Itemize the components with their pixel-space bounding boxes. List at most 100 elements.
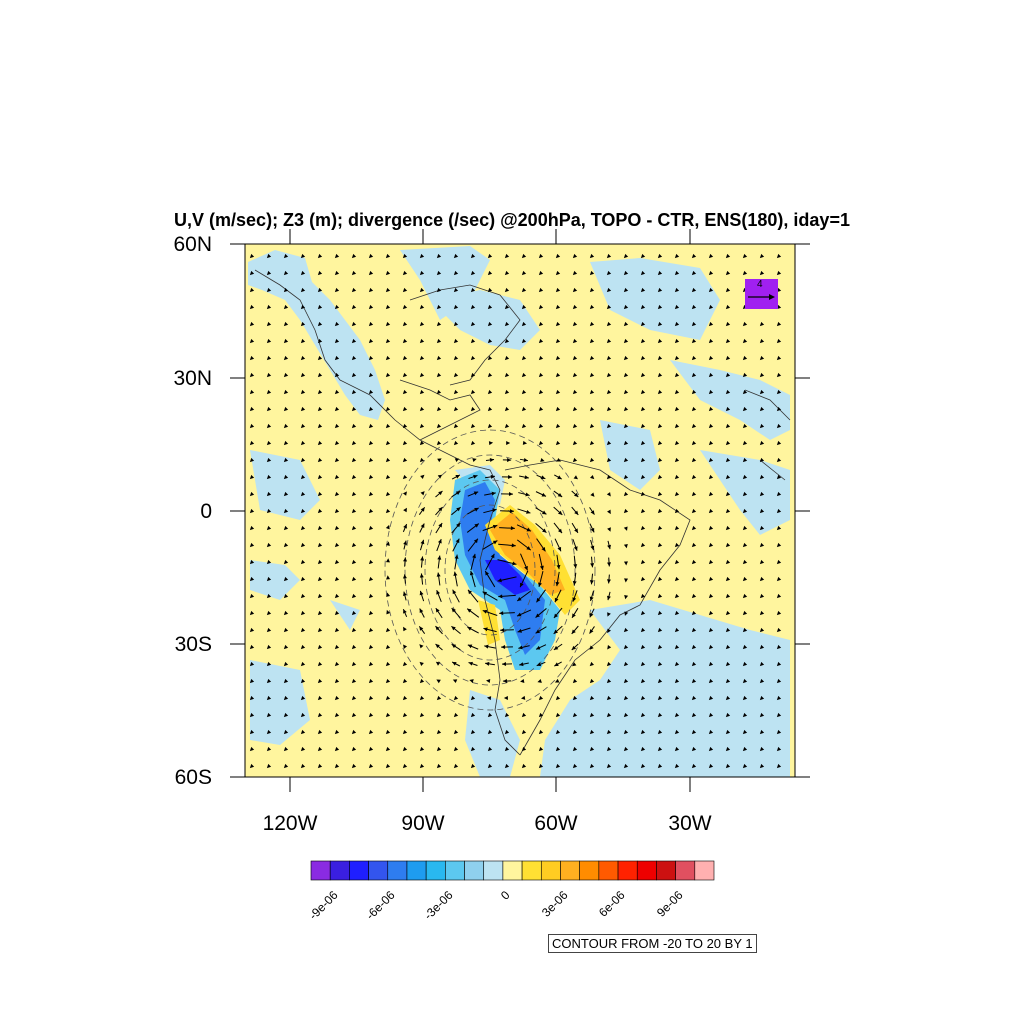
wind-vector [606, 579, 611, 584]
wind-vector [419, 372, 425, 378]
wind-vector [657, 270, 663, 276]
wind-vector [674, 593, 680, 599]
wind-vector [759, 355, 765, 361]
wind-vector [539, 565, 544, 570]
wind-vector [385, 406, 391, 412]
wind-vector [385, 355, 391, 361]
wind-vector [725, 372, 731, 378]
wind-vector [572, 695, 578, 701]
wind-vector [283, 474, 289, 480]
wind-vector [402, 389, 408, 395]
wind-vector [385, 524, 390, 530]
wind-vector [317, 474, 323, 480]
wind-vector [691, 270, 697, 276]
wind-vector [537, 679, 542, 683]
wind-vector [453, 389, 459, 395]
wind-vector [300, 576, 306, 582]
wind-vector [492, 524, 498, 529]
wind-vector [470, 406, 476, 412]
wind-vector [317, 729, 323, 735]
wind-vector [589, 457, 595, 463]
wind-vector [555, 304, 561, 310]
wind-vector [368, 355, 374, 361]
wind-vector [742, 661, 748, 667]
wind-vector [691, 321, 697, 327]
wind-vector [555, 406, 561, 412]
wind-vector [606, 763, 612, 769]
wind-vector [538, 355, 544, 361]
wind-vector [725, 678, 731, 684]
wind-vector [708, 712, 714, 718]
wind-vector [572, 597, 577, 602]
wind-vector [470, 338, 476, 344]
wind-vector [504, 270, 510, 276]
wind-vector [436, 389, 442, 395]
wind-vector [435, 644, 440, 649]
wind-vector [334, 389, 340, 395]
wind-vector [572, 712, 578, 718]
wind-vector [487, 712, 493, 718]
wind-vector [266, 474, 272, 480]
wind-vector [572, 389, 578, 395]
colorbar-swatch [560, 860, 580, 881]
wind-vector [606, 457, 612, 463]
wind-vector [555, 270, 561, 276]
wind-vector [555, 372, 561, 378]
wind-vector [451, 644, 457, 649]
wind-vector [470, 763, 476, 769]
wind-vector [691, 525, 697, 531]
wind-vector [266, 457, 272, 463]
wind-vector [351, 508, 357, 514]
wind-vector [725, 576, 731, 582]
wind-vector [300, 678, 306, 684]
wind-vector [266, 695, 272, 701]
wind-vector [640, 389, 646, 395]
wind-vector [368, 474, 374, 480]
wind-vector [283, 729, 289, 735]
wind-vector [368, 440, 374, 446]
wind-vector [436, 372, 442, 378]
wind-vector [508, 492, 513, 497]
wind-vector [606, 695, 612, 701]
wind-vector [725, 542, 731, 548]
wind-vector [691, 304, 697, 310]
wind-vector [283, 644, 289, 650]
wind-vector [572, 457, 578, 463]
wind-vector [776, 508, 782, 514]
wind-vector [691, 729, 697, 735]
wind-vector [436, 763, 442, 769]
wind-vector [742, 644, 748, 650]
wind-vector [283, 508, 289, 514]
wind-vector [485, 661, 490, 666]
wind-vector [759, 678, 765, 684]
wind-vector [368, 287, 374, 293]
wind-vector [317, 712, 323, 718]
wind-vector [385, 270, 391, 276]
wind-vector [759, 270, 765, 276]
wind-vector [470, 253, 476, 259]
wind-vector [317, 423, 323, 429]
wind-vector [300, 729, 306, 735]
wind-vector [623, 304, 629, 310]
wind-vector [419, 321, 425, 327]
wind-vector [385, 253, 391, 259]
wind-vector [453, 406, 459, 412]
wind-vector [657, 559, 663, 565]
wind-vector [266, 491, 272, 497]
wind-vector [573, 546, 578, 551]
wind-vector [317, 355, 323, 361]
wind-vector [725, 270, 731, 276]
wind-vector [283, 491, 289, 497]
wind-vector [623, 561, 628, 566]
wind-vector [266, 440, 272, 446]
wind-vector [437, 555, 442, 560]
wind-vector [317, 576, 323, 582]
wind-vector [538, 729, 544, 735]
wind-vector [467, 589, 473, 595]
wind-vector [368, 525, 374, 531]
wind-vector [419, 661, 424, 666]
wind-vector [607, 544, 612, 550]
wind-vector [759, 338, 765, 344]
wind-vector [521, 355, 527, 361]
wind-vector [266, 678, 272, 684]
